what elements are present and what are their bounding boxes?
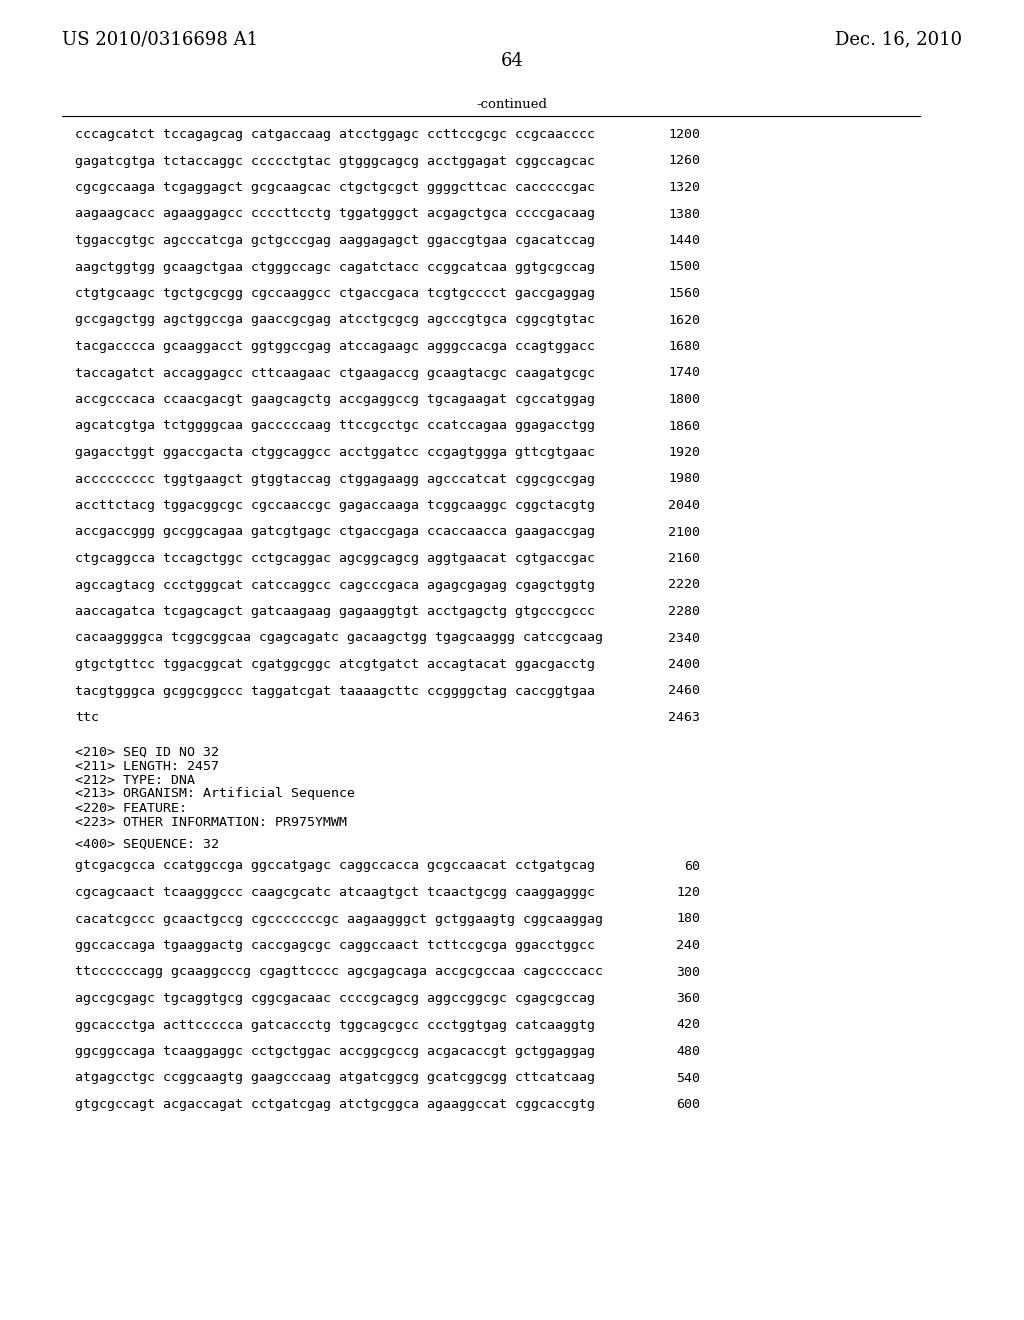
Text: 1740: 1740 [668,367,700,380]
Text: <210> SEQ ID NO 32: <210> SEQ ID NO 32 [75,746,219,759]
Text: 1620: 1620 [668,314,700,326]
Text: ggccaccaga tgaaggactg caccgagcgc caggccaact tcttccgcga ggacctggcc: ggccaccaga tgaaggactg caccgagcgc caggcca… [75,939,595,952]
Text: 1500: 1500 [668,260,700,273]
Text: 420: 420 [676,1019,700,1031]
Text: <223> OTHER INFORMATION: PR975YMWM: <223> OTHER INFORMATION: PR975YMWM [75,816,347,829]
Text: agcatcgtga tctggggcaa gacccccaag ttccgcctgc ccatccagaa ggagacctgg: agcatcgtga tctggggcaa gacccccaag ttccgcc… [75,420,595,433]
Text: <212> TYPE: DNA: <212> TYPE: DNA [75,774,195,787]
Text: 300: 300 [676,965,700,978]
Text: 1380: 1380 [668,207,700,220]
Text: 1200: 1200 [668,128,700,141]
Text: 2280: 2280 [668,605,700,618]
Text: 360: 360 [676,993,700,1005]
Text: 600: 600 [676,1098,700,1111]
Text: tacgacccca gcaaggacct ggtggccgag atccagaagc agggccacga ccagtggacc: tacgacccca gcaaggacct ggtggccgag atccaga… [75,341,595,352]
Text: ttc: ttc [75,711,99,723]
Text: gtcgacgcca ccatggccga ggccatgagc caggccacca gcgccaacat cctgatgcag: gtcgacgcca ccatggccga ggccatgagc caggcca… [75,859,595,873]
Text: gagatcgtga tctaccaggc ccccctgtac gtgggcagcg acctggagat cggccagcac: gagatcgtga tctaccaggc ccccctgtac gtgggca… [75,154,595,168]
Text: ctgtgcaagc tgctgcgcgg cgccaaggcc ctgaccgaca tcgtgcccct gaccgaggag: ctgtgcaagc tgctgcgcgg cgccaaggcc ctgaccg… [75,286,595,300]
Text: taccagatct accaggagcc cttcaagaac ctgaagaccg gcaagtacgc caagatgcgc: taccagatct accaggagcc cttcaagaac ctgaaga… [75,367,595,380]
Text: 2100: 2100 [668,525,700,539]
Text: 180: 180 [676,912,700,925]
Text: 2400: 2400 [668,657,700,671]
Text: accgcccaca ccaacgacgt gaagcagctg accgaggccg tgcagaagat cgccatggag: accgcccaca ccaacgacgt gaagcagctg accgagg… [75,393,595,407]
Text: gagacctggt ggaccgacta ctggcaggcc acctggatcc ccgagtggga gttcgtgaac: gagacctggt ggaccgacta ctggcaggcc acctgga… [75,446,595,459]
Text: accccccccc tggtgaagct gtggtaccag ctggagaagg agcccatcat cggcgccgag: accccccccc tggtgaagct gtggtaccag ctggaga… [75,473,595,486]
Text: <211> LENGTH: 2457: <211> LENGTH: 2457 [75,759,219,772]
Text: ctgcaggcca tccagctggc cctgcaggac agcggcagcg aggtgaacat cgtgaccgac: ctgcaggcca tccagctggc cctgcaggac agcggca… [75,552,595,565]
Text: 540: 540 [676,1072,700,1085]
Text: <220> FEATURE:: <220> FEATURE: [75,801,187,814]
Text: 1680: 1680 [668,341,700,352]
Text: 1860: 1860 [668,420,700,433]
Text: gtgctgttcc tggacggcat cgatggcggc atcgtgatct accagtacat ggacgacctg: gtgctgttcc tggacggcat cgatggcggc atcgtga… [75,657,595,671]
Text: 1320: 1320 [668,181,700,194]
Text: tggaccgtgc agcccatcga gctgcccgag aaggagagct ggaccgtgaa cgacatccag: tggaccgtgc agcccatcga gctgcccgag aaggaga… [75,234,595,247]
Text: <213> ORGANISM: Artificial Sequence: <213> ORGANISM: Artificial Sequence [75,788,355,800]
Text: <400> SEQUENCE: 32: <400> SEQUENCE: 32 [75,837,219,850]
Text: atgagcctgc ccggcaagtg gaagcccaag atgatcggcg gcatcggcgg cttcatcaag: atgagcctgc ccggcaagtg gaagcccaag atgatcg… [75,1072,595,1085]
Text: 2340: 2340 [668,631,700,644]
Text: Dec. 16, 2010: Dec. 16, 2010 [835,30,962,48]
Text: cgcagcaact tcaagggccc caagcgcatc atcaagtgct tcaactgcgg caaggagggc: cgcagcaact tcaagggccc caagcgcatc atcaagt… [75,886,595,899]
Text: ggcaccctga acttccccca gatcaccctg tggcagcgcc ccctggtgag catcaaggtg: ggcaccctga acttccccca gatcaccctg tggcagc… [75,1019,595,1031]
Text: 60: 60 [684,859,700,873]
Text: cgcgccaaga tcgaggagct gcgcaagcac ctgctgcgct ggggcttcac cacccccgac: cgcgccaaga tcgaggagct gcgcaagcac ctgctgc… [75,181,595,194]
Text: agccgcgagc tgcaggtgcg cggcgacaac ccccgcagcg aggccggcgc cgagcgccag: agccgcgagc tgcaggtgcg cggcgacaac ccccgca… [75,993,595,1005]
Text: accgaccggg gccggcagaa gatcgtgagc ctgaccgaga ccaccaacca gaagaccgag: accgaccggg gccggcagaa gatcgtgagc ctgaccg… [75,525,595,539]
Text: cacatcgccc gcaactgccg cgcccccccgc aagaagggct gctggaagtg cggcaaggag: cacatcgccc gcaactgccg cgcccccccgc aagaag… [75,912,603,925]
Text: US 2010/0316698 A1: US 2010/0316698 A1 [62,30,258,48]
Text: 2220: 2220 [668,578,700,591]
Text: 240: 240 [676,939,700,952]
Text: ggcggccaga tcaaggaggc cctgctggac accggcgccg acgacaccgt gctggaggag: ggcggccaga tcaaggaggc cctgctggac accggcg… [75,1045,595,1059]
Text: cccagcatct tccagagcag catgaccaag atcctggagc ccttccgcgc ccgcaacccc: cccagcatct tccagagcag catgaccaag atcctgg… [75,128,595,141]
Text: gccgagctgg agctggccga gaaccgcgag atcctgcgcg agcccgtgca cggcgtgtac: gccgagctgg agctggccga gaaccgcgag atcctgc… [75,314,595,326]
Text: 1560: 1560 [668,286,700,300]
Text: 1260: 1260 [668,154,700,168]
Text: 64: 64 [501,51,523,70]
Text: aagaagcacc agaaggagcc ccccttcctg tggatgggct acgagctgca ccccgacaag: aagaagcacc agaaggagcc ccccttcctg tggatgg… [75,207,595,220]
Text: 2460: 2460 [668,685,700,697]
Text: cacaaggggca tcggcggcaa cgagcagatc gacaagctgg tgagcaaggg catccgcaag: cacaaggggca tcggcggcaa cgagcagatc gacaag… [75,631,603,644]
Text: -continued: -continued [476,98,548,111]
Text: aagctggtgg gcaagctgaa ctgggccagc cagatctacc ccggcatcaa ggtgcgccag: aagctggtgg gcaagctgaa ctgggccagc cagatct… [75,260,595,273]
Text: 1980: 1980 [668,473,700,486]
Text: ttccccccagg gcaaggcccg cgagttcccc agcgagcaga accgcgccaa cagccccacc: ttccccccagg gcaaggcccg cgagttcccc agcgag… [75,965,603,978]
Text: agccagtacg ccctgggcat catccaggcc cagcccgaca agagcgagag cgagctggtg: agccagtacg ccctgggcat catccaggcc cagcccg… [75,578,595,591]
Text: 1440: 1440 [668,234,700,247]
Text: 2040: 2040 [668,499,700,512]
Text: 1920: 1920 [668,446,700,459]
Text: 2463: 2463 [668,711,700,723]
Text: 2160: 2160 [668,552,700,565]
Text: 120: 120 [676,886,700,899]
Text: 1800: 1800 [668,393,700,407]
Text: aaccagatca tcgagcagct gatcaagaag gagaaggtgt acctgagctg gtgcccgccc: aaccagatca tcgagcagct gatcaagaag gagaagg… [75,605,595,618]
Text: accttctacg tggacggcgc cgccaaccgc gagaccaaga tcggcaaggc cggctacgtg: accttctacg tggacggcgc cgccaaccgc gagacca… [75,499,595,512]
Text: tacgtgggca gcggcggccc taggatcgat taaaagcttc ccggggctag caccggtgaa: tacgtgggca gcggcggccc taggatcgat taaaagc… [75,685,595,697]
Text: gtgcgccagt acgaccagat cctgatcgag atctgcggca agaaggccat cggcaccgtg: gtgcgccagt acgaccagat cctgatcgag atctgcg… [75,1098,595,1111]
Text: 480: 480 [676,1045,700,1059]
